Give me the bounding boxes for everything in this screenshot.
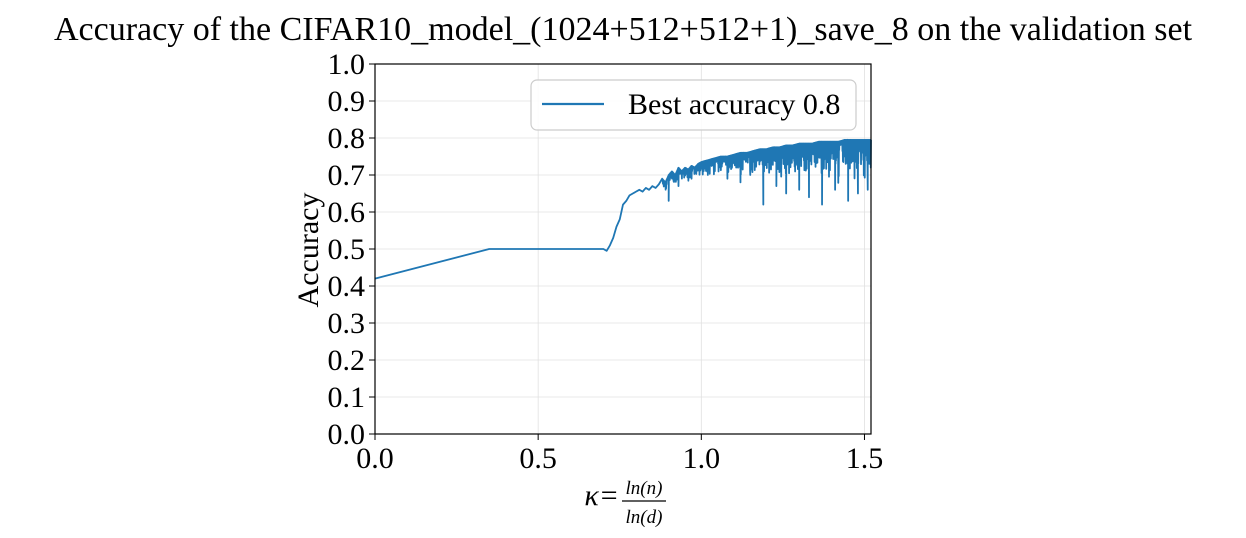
x-tick-label: 0.0	[356, 442, 394, 475]
y-tick-label: 0.0	[328, 418, 366, 451]
x-tick-label: 1.5	[846, 442, 884, 475]
chart-title: Accuracy of the CIFAR10_model_(1024+512+…	[54, 11, 1193, 48]
y-tick-label: 0.4	[328, 270, 366, 303]
legend-box	[530, 79, 857, 131]
axis-ticks: 0.0 0.5 1.0 1.5 0.0 0.1 0.2 0.3 0.4 0.5 0.6 0.7 0.8 0…	[328, 48, 884, 475]
series-line-best-accuracy	[374, 138, 872, 280]
x-tick-label: 1.0	[683, 442, 721, 475]
legend: Best accuracy 0.8	[530, 79, 857, 131]
y-tick-label: 0.6	[328, 196, 366, 229]
y-axis-label: Accuracy	[292, 193, 325, 308]
x-tick-label: 0.5	[519, 442, 557, 475]
y-tick-label: 0.2	[328, 344, 366, 377]
x-axis-label: κ= ln(n) ln(d)	[584, 478, 666, 528]
y-tick-label: 0.5	[328, 233, 366, 266]
plot-area	[374, 138, 872, 280]
y-tick-label: 0.9	[328, 85, 366, 118]
y-tick-label: 0.7	[328, 159, 366, 192]
y-tick-label: 0.1	[328, 381, 366, 414]
x-axis-label-prefix: κ=	[584, 479, 619, 512]
x-axis-label-denominator: ln(d)	[626, 507, 663, 528]
legend-entry-label: Best accuracy 0.8	[628, 88, 840, 121]
x-axis-label-numerator: ln(n)	[626, 478, 663, 499]
y-tick-label: 0.8	[328, 122, 366, 155]
y-tick-label: 0.3	[328, 307, 366, 340]
y-tick-label: 1.0	[328, 48, 366, 81]
